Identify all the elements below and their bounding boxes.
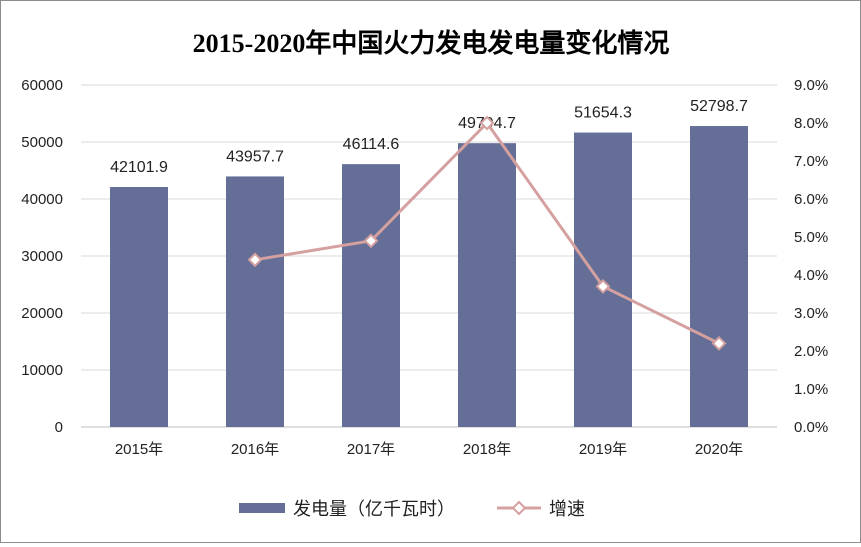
right-axis-tick-label: 9.0% [794, 77, 828, 94]
right-axis-tick-label: 8.0% [794, 115, 828, 132]
legend-bar-label: 发电量（亿千瓦时） [293, 499, 455, 519]
legend-line-marker [511, 500, 527, 516]
legend: 发电量（亿千瓦时） 增速 [239, 499, 585, 519]
category-label: 2019年 [579, 441, 627, 458]
bar-data-labels: 42101.943957.746114.649794.751654.352798… [110, 98, 748, 176]
bar [690, 126, 748, 427]
bar [342, 164, 400, 427]
left-axis-tick-label: 30000 [21, 248, 63, 265]
category-label: 2017年 [347, 441, 395, 458]
right-axis-tick-label: 6.0% [794, 191, 828, 208]
bar-data-label: 42101.9 [110, 159, 168, 176]
left-axis-tick-label: 0 [55, 419, 63, 436]
bar [226, 176, 284, 427]
right-axis-tick-label: 4.0% [794, 267, 828, 284]
growth-point-marker [363, 233, 379, 249]
growth-point-marker [595, 278, 611, 294]
growth-line-series [247, 115, 727, 351]
bar-data-label: 43957.7 [226, 148, 284, 165]
growth-point-marker [247, 252, 263, 268]
right-axis-tick-label: 2.0% [794, 343, 828, 360]
category-label: 2018年 [463, 441, 511, 458]
left-axis-ticks: 0 10000 20000 30000 40000 50000 60000 [21, 77, 63, 436]
category-label: 2020年 [695, 441, 743, 458]
bar-series [110, 126, 748, 427]
chart-title: 2015-2020年中国火力发电发电量变化情况 [193, 28, 670, 58]
right-axis-tick-label: 1.0% [794, 381, 828, 398]
bar [110, 187, 168, 427]
right-axis-ticks: 0.0% 1.0% 2.0% 3.0% 4.0% 5.0% 6.0% 7.0% 8.0% 9.0% [794, 77, 828, 436]
right-axis-tick-label: 0.0% [794, 419, 828, 436]
bar [458, 143, 516, 427]
left-axis-tick-label: 20000 [21, 305, 63, 322]
bar-data-label: 52798.7 [690, 98, 748, 115]
right-axis-tick-label: 7.0% [794, 153, 828, 170]
growth-point-marker [711, 335, 727, 351]
left-axis-tick-label: 50000 [21, 134, 63, 151]
left-axis-tick-label: 10000 [21, 362, 63, 379]
category-label: 2015年 [115, 441, 163, 458]
right-axis-tick-label: 5.0% [794, 229, 828, 246]
legend-bar-swatch [239, 503, 285, 513]
growth-point-marker [479, 115, 495, 131]
gridlines [81, 84, 777, 428]
category-label: 2016年 [231, 441, 279, 458]
left-axis-tick-label: 60000 [21, 77, 63, 94]
left-axis-tick-label: 40000 [21, 191, 63, 208]
legend-line-label: 增速 [549, 499, 585, 519]
right-axis-tick-label: 3.0% [794, 305, 828, 322]
bar-data-label: 51654.3 [574, 105, 632, 122]
category-axis-labels: 2015年 2016年 2017年 2018年 2019年 2020年 [115, 441, 743, 458]
bar-data-label: 46114.6 [343, 136, 400, 153]
